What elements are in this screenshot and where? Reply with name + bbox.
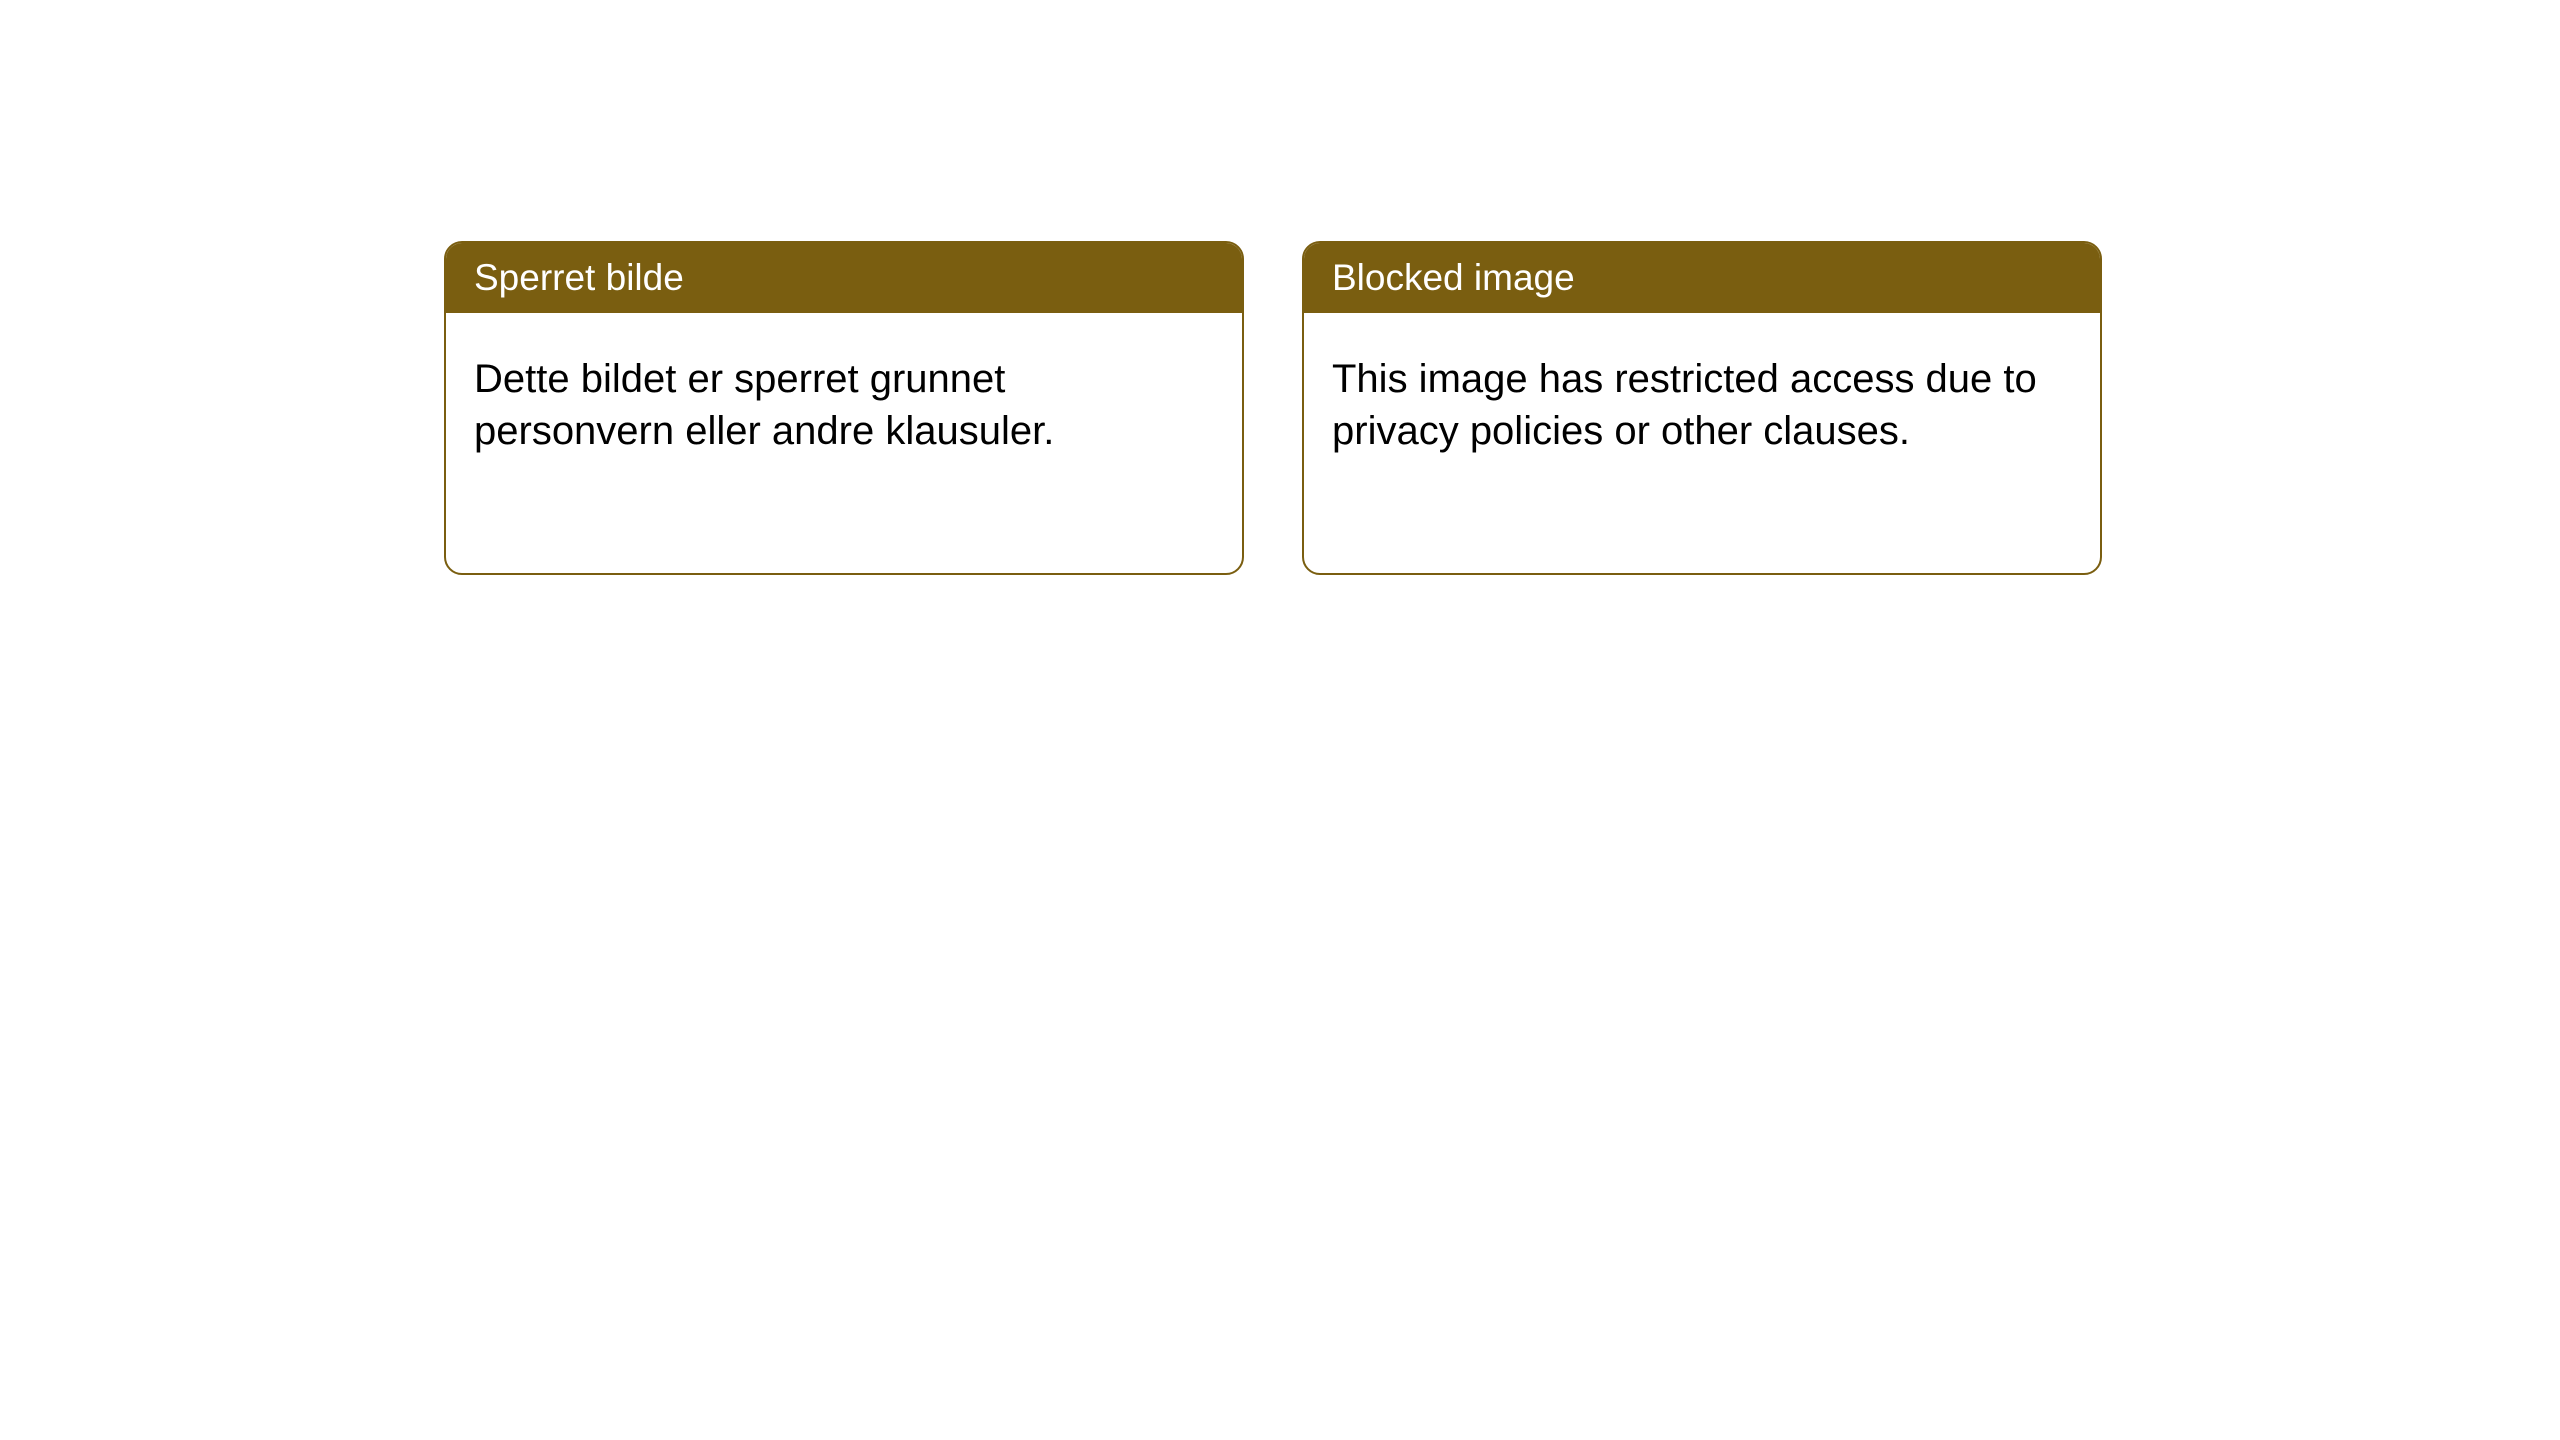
card-body: This image has restricted access due to …: [1304, 313, 2100, 497]
card-body: Dette bildet er sperret grunnet personve…: [446, 313, 1242, 497]
blocked-image-card-no: Sperret bilde Dette bildet er sperret gr…: [444, 241, 1244, 575]
card-header: Blocked image: [1304, 243, 2100, 313]
card-header: Sperret bilde: [446, 243, 1242, 313]
card-body-text: Dette bildet er sperret grunnet personve…: [474, 357, 1054, 453]
card-body-text: This image has restricted access due to …: [1332, 357, 2037, 453]
card-title: Blocked image: [1332, 257, 1575, 298]
blocked-image-cards: Sperret bilde Dette bildet er sperret gr…: [444, 241, 2102, 575]
card-title: Sperret bilde: [474, 257, 684, 298]
blocked-image-card-en: Blocked image This image has restricted …: [1302, 241, 2102, 575]
